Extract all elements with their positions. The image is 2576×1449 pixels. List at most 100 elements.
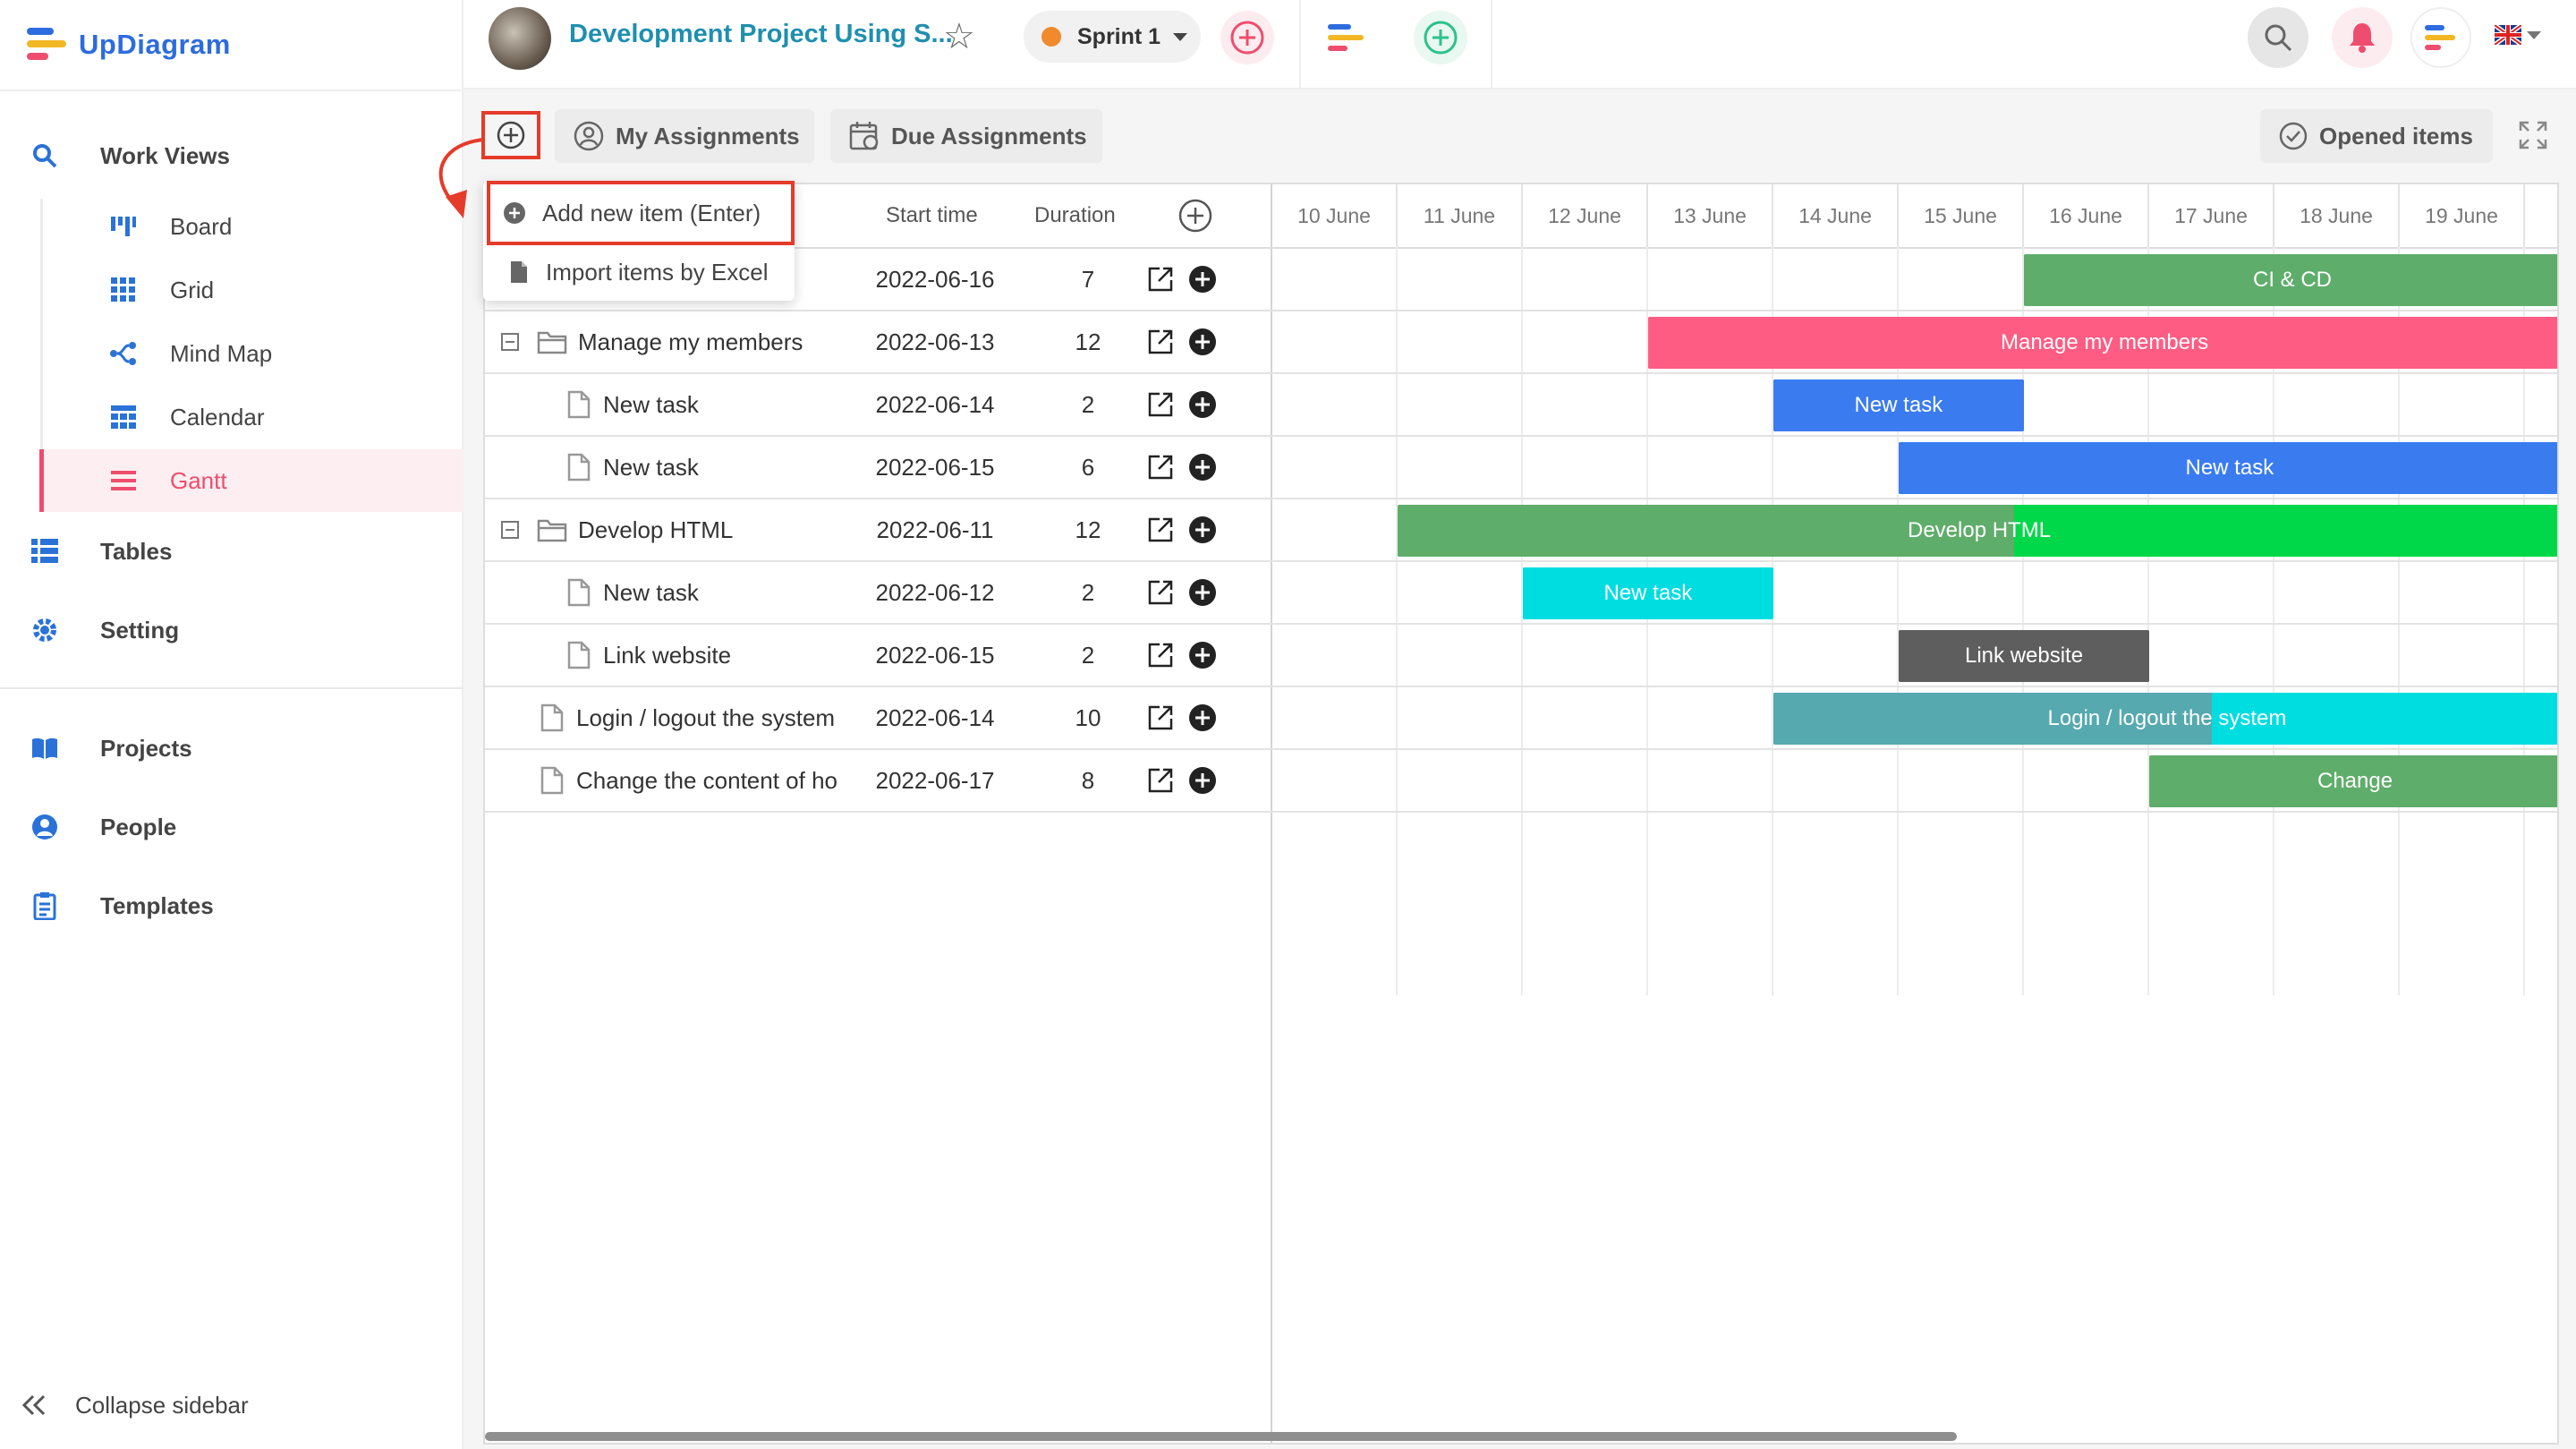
task-duration[interactable]: 2 xyxy=(1081,641,1095,669)
import-excel-option[interactable]: Import items by Excel xyxy=(494,247,778,297)
table-row[interactable]: 2022-06-16 7 xyxy=(485,249,1272,311)
horizontal-scrollbar[interactable] xyxy=(485,1432,1957,1441)
gantt-bar[interactable]: New task xyxy=(1899,442,2557,494)
sidebar-item-people[interactable]: People xyxy=(0,811,463,843)
task-name[interactable]: Link website xyxy=(603,641,732,669)
add-new-item-option[interactable]: Add new item (Enter) xyxy=(487,181,795,245)
add-sprint-button[interactable] xyxy=(1220,11,1274,64)
sidebar-item-work-views[interactable]: Work Views xyxy=(0,140,463,172)
task-start-time[interactable]: 2022-06-16 xyxy=(875,265,995,293)
column-header-duration[interactable]: Duration xyxy=(1034,203,1116,227)
task-start-time[interactable]: 2022-06-15 xyxy=(875,453,995,481)
open-external-icon[interactable] xyxy=(1147,249,1174,310)
task-start-time[interactable]: 2022-06-14 xyxy=(875,390,995,418)
sidebar-item-calendar[interactable]: Calendar xyxy=(41,386,463,448)
open-external-icon[interactable] xyxy=(1147,374,1174,435)
sidebar-item-tables[interactable]: Tables xyxy=(0,535,463,567)
search-button[interactable] xyxy=(2248,7,2308,68)
task-start-time[interactable]: 2022-06-14 xyxy=(875,703,995,731)
gantt-bar[interactable]: Manage my members xyxy=(1648,317,2557,369)
table-row[interactable]: New task 2022-06-14 2 xyxy=(485,374,1272,437)
task-duration[interactable]: 12 xyxy=(1075,516,1101,543)
sprint-selector[interactable]: Sprint 1 xyxy=(1024,11,1201,63)
task-duration[interactable]: 8 xyxy=(1081,766,1095,794)
fullscreen-icon[interactable] xyxy=(2518,120,2548,155)
chevrons-left-icon xyxy=(18,1389,50,1421)
task-duration[interactable]: 10 xyxy=(1075,703,1101,731)
project-title[interactable]: Development Project Using S... xyxy=(569,20,953,48)
open-external-icon[interactable] xyxy=(1147,687,1174,748)
add-view-button[interactable] xyxy=(1414,11,1467,64)
add-subtask-icon[interactable] xyxy=(1188,249,1217,310)
sidebar-item-projects[interactable]: Projects xyxy=(0,732,463,764)
add-item-button[interactable] xyxy=(481,111,540,159)
task-name[interactable]: New task xyxy=(603,453,699,481)
app-logo[interactable]: UpDiagram xyxy=(27,16,231,73)
opened-items-button[interactable]: Opened items xyxy=(2260,109,2493,163)
task-start-time[interactable]: 2022-06-15 xyxy=(875,641,995,669)
sidebar-item-templates[interactable]: Templates xyxy=(0,890,463,922)
open-external-icon[interactable] xyxy=(1147,625,1174,686)
table-row[interactable]: New task 2022-06-12 2 xyxy=(485,562,1272,625)
due-assignments-button[interactable]: Due Assignments xyxy=(830,109,1102,163)
add-column-button[interactable] xyxy=(1177,184,1213,247)
table-row[interactable]: Link website 2022-06-15 2 xyxy=(485,625,1272,687)
add-subtask-icon[interactable] xyxy=(1188,687,1217,748)
sidebar-item-setting[interactable]: Setting xyxy=(0,614,463,646)
task-start-time[interactable]: 2022-06-11 xyxy=(876,516,994,543)
gantt-bar[interactable]: CI & CD xyxy=(2024,254,2557,306)
star-icon[interactable]: ☆ xyxy=(943,17,975,56)
task-start-time[interactable]: 2022-06-12 xyxy=(875,578,995,606)
views-menu-button[interactable] xyxy=(1321,11,1374,64)
task-name[interactable]: Manage my members xyxy=(578,328,803,355)
task-duration[interactable]: 2 xyxy=(1081,578,1095,606)
add-subtask-icon[interactable] xyxy=(1188,625,1217,686)
task-name[interactable]: New task xyxy=(603,578,699,606)
notifications-button[interactable] xyxy=(2332,7,2393,68)
table-row[interactable]: Change the content of ho 2022-06-17 8 xyxy=(485,750,1272,813)
add-subtask-icon[interactable] xyxy=(1188,311,1217,372)
column-header-start-time[interactable]: Start time xyxy=(886,203,978,227)
task-name[interactable]: Develop HTML xyxy=(578,516,734,543)
task-name[interactable]: Change the content of ho xyxy=(576,766,838,794)
sidebar-item-gantt[interactable]: Gantt xyxy=(41,449,463,512)
collapse-toggle-icon[interactable] xyxy=(501,311,519,372)
open-external-icon[interactable] xyxy=(1147,750,1174,811)
task-name[interactable]: Login / logout the system xyxy=(576,703,836,731)
gantt-bar[interactable]: New task xyxy=(1773,379,2024,431)
gantt-bar[interactable]: New task xyxy=(1523,567,1773,619)
task-duration[interactable]: 7 xyxy=(1081,265,1095,293)
task-duration[interactable]: 6 xyxy=(1081,453,1095,481)
task-name[interactable]: New task xyxy=(603,390,699,418)
user-avatar[interactable] xyxy=(2410,7,2471,68)
open-external-icon[interactable] xyxy=(1147,562,1174,623)
task-duration[interactable]: 12 xyxy=(1075,328,1101,355)
gantt-bar[interactable]: Link website xyxy=(1899,630,2149,682)
add-subtask-icon[interactable] xyxy=(1188,499,1217,560)
table-row[interactable]: Login / logout the system 2022-06-14 10 xyxy=(485,687,1272,750)
sidebar-item-grid[interactable]: Grid xyxy=(41,259,463,321)
task-start-time[interactable]: 2022-06-13 xyxy=(875,328,995,355)
gantt-bar[interactable]: Login / logout the system xyxy=(1773,693,2557,745)
table-row[interactable]: Develop HTML 2022-06-11 12 xyxy=(485,499,1272,562)
add-subtask-icon[interactable] xyxy=(1188,437,1217,498)
project-avatar[interactable] xyxy=(489,7,551,70)
open-external-icon[interactable] xyxy=(1147,437,1174,498)
gantt-bar[interactable]: Change xyxy=(2149,755,2557,807)
sidebar-item-board[interactable]: Board xyxy=(41,195,463,258)
collapse-sidebar-button[interactable]: Collapse sidebar xyxy=(18,1389,249,1421)
add-subtask-icon[interactable] xyxy=(1188,374,1217,435)
table-row[interactable]: Manage my members 2022-06-13 12 xyxy=(485,311,1272,374)
gantt-bar[interactable]: Develop HTML xyxy=(1398,505,2557,557)
add-subtask-icon[interactable] xyxy=(1188,562,1217,623)
add-subtask-icon[interactable] xyxy=(1188,750,1217,811)
my-assignments-button[interactable]: My Assignments xyxy=(555,109,814,163)
open-external-icon[interactable] xyxy=(1147,311,1174,372)
task-duration[interactable]: 2 xyxy=(1081,390,1095,418)
task-start-time[interactable]: 2022-06-17 xyxy=(875,766,995,794)
language-selector[interactable] xyxy=(2495,25,2541,45)
table-row[interactable]: New task 2022-06-15 6 xyxy=(485,437,1272,499)
collapse-toggle-icon[interactable] xyxy=(501,499,519,560)
sidebar-item-mind-map[interactable]: Mind Map xyxy=(41,322,463,385)
open-external-icon[interactable] xyxy=(1147,499,1174,560)
